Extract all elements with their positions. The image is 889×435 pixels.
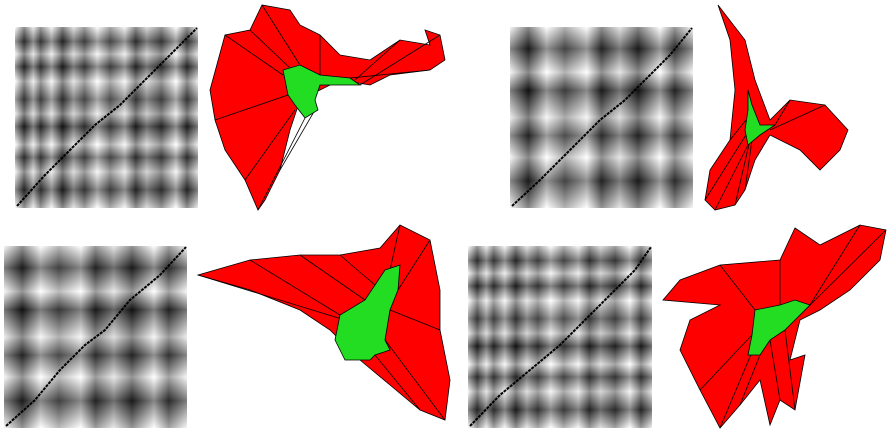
figure bbox=[0, 0, 889, 435]
matrix-rows bbox=[510, 27, 693, 208]
shape-correspondence bbox=[198, 225, 450, 420]
matrix-rows bbox=[468, 246, 652, 428]
matrix bbox=[4, 246, 187, 428]
matrix bbox=[468, 246, 652, 428]
shape-correspondence bbox=[210, 5, 445, 210]
matrix bbox=[510, 27, 693, 208]
red-shape bbox=[198, 225, 450, 420]
page: {} html, body { margin: 0; padding: 0; b… bbox=[0, 0, 889, 435]
body: (() => { const data = JSON.parse(documen… bbox=[0, 0, 889, 435]
red-shape bbox=[705, 5, 848, 210]
shape-correspondence bbox=[705, 5, 848, 210]
shape-correspondence bbox=[663, 225, 886, 428]
matrix bbox=[15, 27, 198, 208]
